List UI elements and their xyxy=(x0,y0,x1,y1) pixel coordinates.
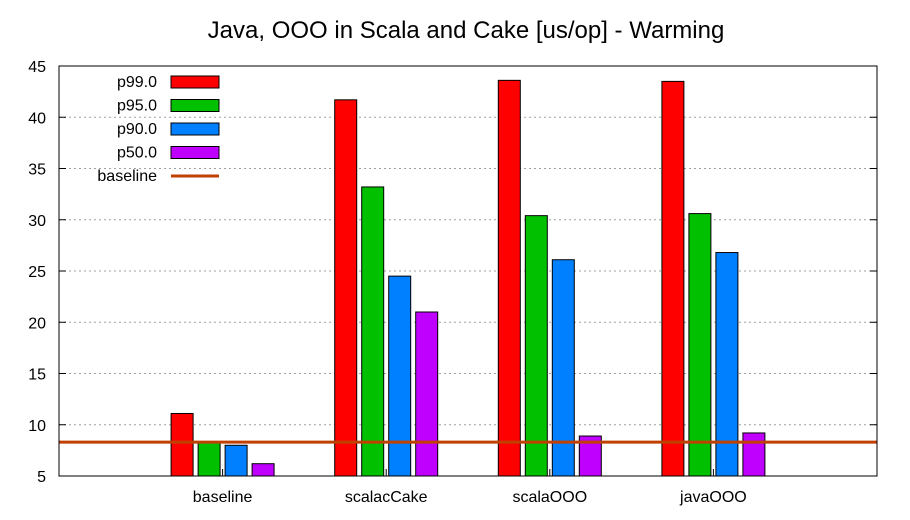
y-tick-label: 20 xyxy=(28,315,46,332)
x-tick-label-scalacCake: scalacCake xyxy=(345,489,428,506)
legend-swatch-p90.0 xyxy=(170,122,220,136)
bar-javaOOO-p99.0 xyxy=(661,80,685,477)
bar-baseline-p90.0 xyxy=(224,444,248,477)
legend-label-p95.0: p95.0 xyxy=(117,98,157,115)
y-tick-label: 15 xyxy=(28,367,46,384)
legend-label-baseline: baseline xyxy=(97,168,157,185)
y-axis-ticks: 5 10 15 20 25 30 35 40 45 xyxy=(28,59,877,486)
bar-scalacCake-p50.0 xyxy=(415,311,439,477)
bar-scalacCake-p99.0 xyxy=(334,99,358,477)
bar-scalaOOO-p99.0 xyxy=(497,79,521,477)
bar-baseline-p50.0 xyxy=(251,463,275,477)
y-tick-label: 35 xyxy=(28,162,46,179)
x-tick-label-baseline: baseline xyxy=(193,489,253,506)
bar-baseline-p99.0 xyxy=(170,412,194,477)
x-axis-ticks: baseline scalacCake scalaOOO javaOOO xyxy=(193,469,747,506)
x-tick-label-scalaOOO: scalaOOO xyxy=(512,489,587,506)
bars-layer xyxy=(170,79,766,477)
legend-swatch-p95.0 xyxy=(170,99,220,112)
legend-swatch-p50.0 xyxy=(170,146,220,159)
chart-title: Java, OOO in Scala and Cake [us/op] - Wa… xyxy=(208,17,725,44)
y-tick-label: 5 xyxy=(37,469,46,486)
legend-label-p99.0: p99.0 xyxy=(117,74,157,91)
legend-swatch-p99.0 xyxy=(170,75,220,89)
y-tick-label: 45 xyxy=(28,59,46,76)
legend: p99.0 p95.0 p90.0 p50.0 baseline xyxy=(97,74,220,185)
x-tick-label-javaOOO: javaOOO xyxy=(679,489,747,506)
legend-label-p50.0: p50.0 xyxy=(117,145,157,162)
grid-layer xyxy=(59,116,877,426)
y-tick-label: 40 xyxy=(28,110,46,127)
y-tick-label: 25 xyxy=(28,264,46,281)
legend-label-p90.0: p90.0 xyxy=(117,121,157,138)
bar-scalaOOO-p95.0 xyxy=(524,215,548,477)
bar-scalacCake-p90.0 xyxy=(388,275,412,477)
bar-scalacCake-p95.0 xyxy=(361,186,385,477)
bar-javaOOO-p50.0 xyxy=(742,432,766,477)
bar-baseline-p95.0 xyxy=(197,441,221,477)
bar-javaOOO-p95.0 xyxy=(688,213,712,477)
y-tick-label: 30 xyxy=(28,213,46,230)
y-tick-label: 10 xyxy=(28,418,46,435)
